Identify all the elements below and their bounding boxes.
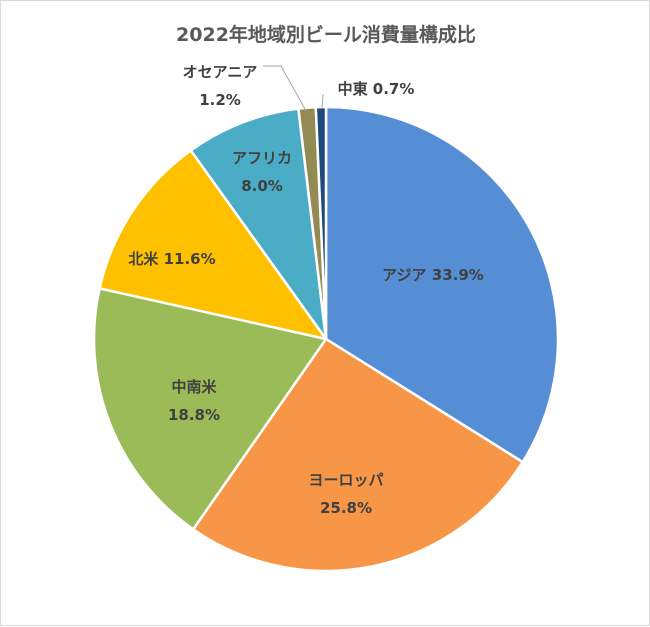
pie-slice-5 (189, 107, 328, 341)
data-label-6: オセアニア 1.2% (183, 63, 258, 109)
pie-slice-2 (191, 337, 524, 573)
data-label-3: 中南米 18.8% (168, 378, 220, 424)
pie-slice-3 (92, 287, 328, 531)
pie-slice-7 (314, 105, 328, 341)
leader-line-6 (263, 65, 307, 112)
data-label-5: アフリカ 8.0% (232, 149, 292, 195)
data-label-2: ヨーロッパ 25.8% (308, 471, 383, 517)
leader-lines (263, 65, 324, 112)
data-labels: アジア 33.9% ヨーロッパ 25.8% 中南米 18.8% 北米 11.6% アフリカ 8… (128, 63, 483, 517)
data-label-4: 北米 11.6% (128, 250, 215, 268)
pie-slices (92, 105, 560, 573)
data-label-7: 中東 0.7% (338, 80, 415, 98)
data-label-1: アジア 33.9% (382, 266, 484, 284)
pie-slice-1 (324, 105, 560, 464)
leader-line-7 (321, 93, 324, 110)
chart-title: 2022年地域別ビール消費量構成比 (176, 23, 476, 46)
pie-slice-4 (98, 149, 328, 341)
